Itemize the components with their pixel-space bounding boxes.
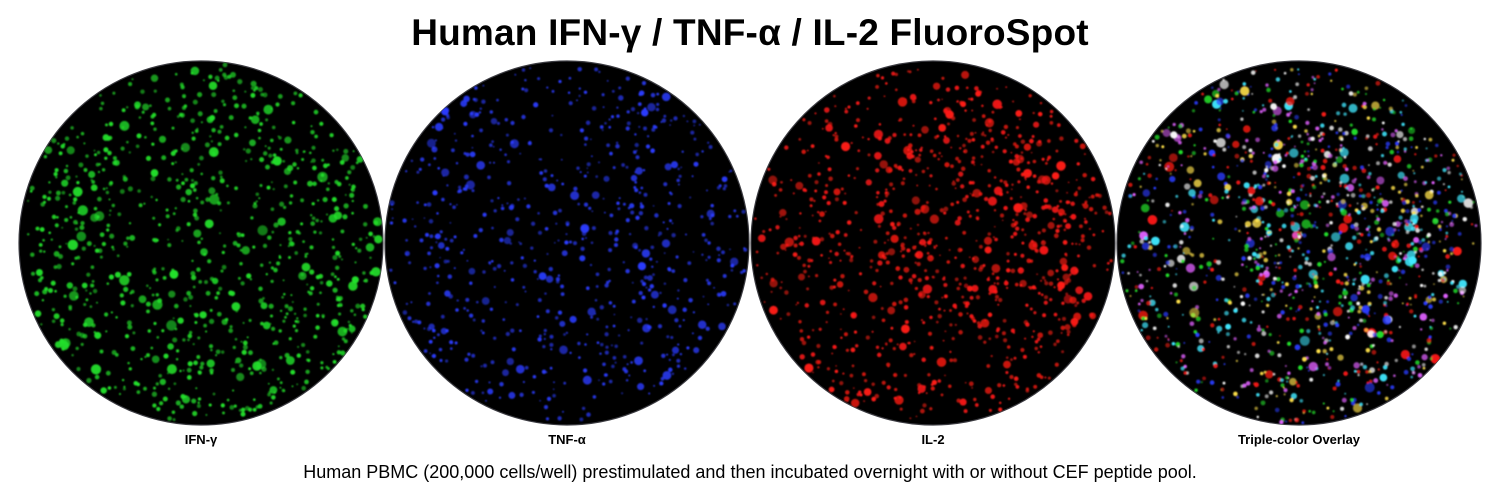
well-label-tnf-alpha: TNF-α <box>548 432 586 447</box>
well-label-il-2: IL-2 <box>921 432 945 447</box>
well-label-overlay: Triple-color Overlay <box>1237 432 1361 447</box>
well-background <box>750 60 1116 426</box>
well-overlay <box>1116 60 1482 426</box>
well-spots <box>1120 68 1478 425</box>
figure-caption: Human PBMC (200,000 cells/well) prestimu… <box>303 462 1197 482</box>
well-tnf-alpha-image <box>384 60 750 426</box>
well-il-2 <box>750 60 1116 426</box>
well-il-2-image <box>750 60 1116 426</box>
well-overlay-image <box>1116 60 1482 426</box>
well-spots <box>754 68 1113 420</box>
well-tnf-alpha <box>384 60 750 426</box>
well-ifn-gamma-image <box>18 60 384 426</box>
well-ifn-gamma <box>18 60 384 426</box>
well-spots <box>389 66 748 422</box>
well-label-ifn-gamma: IFN-γ <box>184 432 218 447</box>
well-spots <box>26 62 383 422</box>
figure-title: Human IFN-γ / TNF-α / IL-2 FluoroSpot <box>411 12 1089 53</box>
